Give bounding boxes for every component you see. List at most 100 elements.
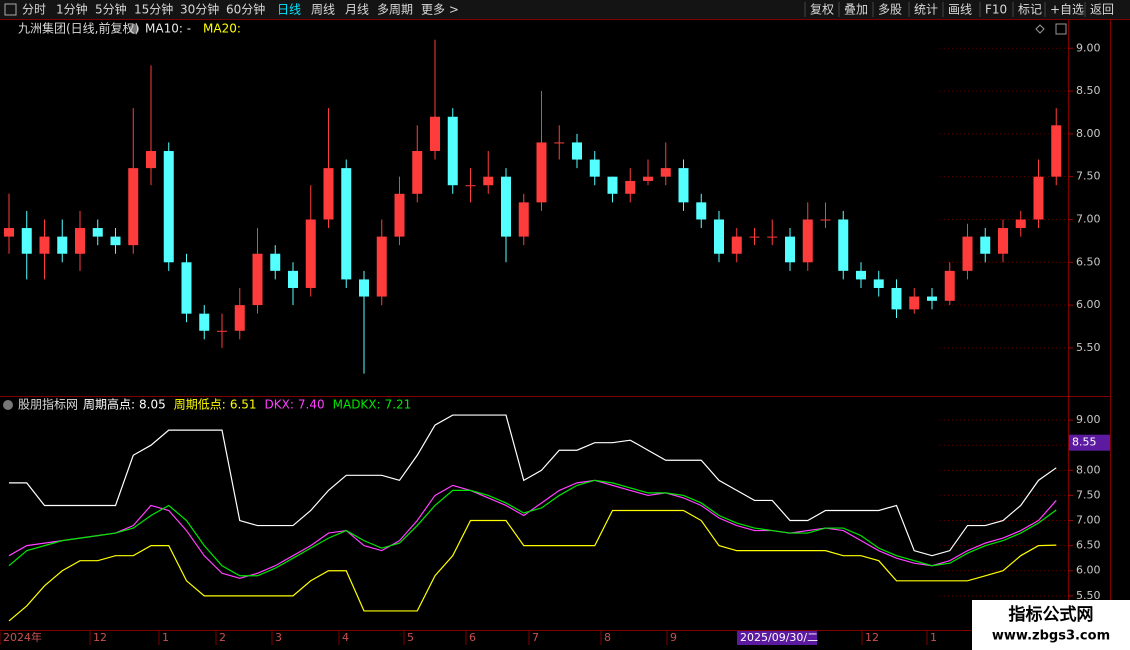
candle-body xyxy=(483,176,494,186)
candle-body xyxy=(767,236,778,238)
toolbar-button[interactable]: 返回 xyxy=(1090,3,1114,17)
indicator-line xyxy=(8,509,1057,622)
candle-body xyxy=(181,262,192,314)
menu-toggle[interactable] xyxy=(3,400,13,410)
legend-name: 周期高点: xyxy=(83,397,135,412)
candle-body xyxy=(820,219,831,221)
toolbar-button[interactable]: 复权 xyxy=(810,3,834,17)
toolbar-tab[interactable]: 15分钟 xyxy=(134,2,173,17)
toolbar-button[interactable]: 多股 xyxy=(878,3,902,17)
toolbar-tab[interactable]: 月线 xyxy=(345,3,369,17)
candle-body xyxy=(163,150,174,263)
toolbar-button[interactable]: F10 xyxy=(985,3,1007,17)
toolbar-tab[interactable]: 1分钟 xyxy=(56,2,88,17)
y-tick-label: 5.50 xyxy=(1076,341,1101,354)
candle-body xyxy=(1015,219,1026,229)
indicator-line xyxy=(8,479,1057,579)
date-label: 1 xyxy=(162,631,169,644)
toolbar-button[interactable]: 统计 xyxy=(914,3,938,17)
candle-body xyxy=(944,270,955,301)
toolbar-button[interactable]: 画线 xyxy=(948,3,972,17)
candle-body xyxy=(625,180,636,194)
y-tick-label: 9.00 xyxy=(1076,41,1101,54)
y-tick-label: 6.50 xyxy=(1076,255,1101,268)
toolbar-button[interactable]: 标记 xyxy=(1018,3,1042,17)
candle-body xyxy=(394,193,405,237)
ma-legend: MA20: xyxy=(203,22,241,36)
diamond-icon[interactable] xyxy=(1035,24,1045,34)
candle-body xyxy=(589,159,600,177)
candle-body xyxy=(536,142,547,203)
candle-body xyxy=(252,253,263,306)
candle-body xyxy=(802,219,813,263)
candle-body xyxy=(927,296,937,301)
candle-body xyxy=(447,116,458,186)
candle-body xyxy=(998,228,1008,254)
legend-name: MADKX: xyxy=(333,398,381,412)
y-tick-label: 5.50 xyxy=(1076,589,1101,602)
candle-body xyxy=(4,228,14,237)
y-tick-label: 6.00 xyxy=(1076,564,1101,577)
candle-body xyxy=(1051,125,1062,177)
cursor-date-box xyxy=(737,631,817,645)
toolbar-tab[interactable]: 30分钟 xyxy=(180,2,219,17)
candle-body xyxy=(678,168,689,203)
candle-body xyxy=(270,253,281,271)
candle-body xyxy=(146,150,156,169)
toolbar-icon[interactable] xyxy=(4,3,17,16)
toolbar xyxy=(0,0,1130,19)
y-tick-label: 7.50 xyxy=(1076,170,1101,183)
candle-body xyxy=(412,150,423,194)
date-label: 1 xyxy=(930,631,937,644)
toolbar-tab[interactable]: 日线 xyxy=(277,3,301,17)
toolbar-tab[interactable]: 周线 xyxy=(311,3,335,17)
candle-body xyxy=(288,270,298,288)
candle-body xyxy=(980,236,991,254)
candle-body xyxy=(873,279,884,288)
cursor-value-box xyxy=(1069,434,1110,451)
candle-body xyxy=(643,176,653,181)
candle-body xyxy=(838,219,849,271)
toolbar-tab[interactable]: 多周期 xyxy=(377,3,413,17)
candle-body xyxy=(962,236,973,271)
y-tick-label: 7.00 xyxy=(1076,212,1101,225)
candle-body xyxy=(199,313,210,331)
panel-icon[interactable] xyxy=(1055,23,1067,35)
y-tick-label: 6.50 xyxy=(1076,539,1101,552)
candle-body xyxy=(21,228,32,254)
candle-body xyxy=(518,202,529,237)
date-label: 6 xyxy=(469,631,476,644)
candle-body xyxy=(217,330,227,332)
date-label: 4 xyxy=(342,631,349,644)
chart-title: 九洲集团(日线,前复权) xyxy=(18,21,139,36)
candle-body xyxy=(1033,176,1044,220)
toolbar-tab[interactable]: 5分钟 xyxy=(95,2,127,17)
candle-body xyxy=(234,305,245,331)
y-tick-label: 8.00 xyxy=(1076,127,1101,140)
y-tick-label: 7.00 xyxy=(1076,514,1101,527)
candle-body xyxy=(856,270,866,280)
candle-body xyxy=(430,116,440,151)
candle-body xyxy=(572,142,582,160)
toolbar-button[interactable]: 叠加 xyxy=(844,3,868,17)
toolbar-tab[interactable]: 60分钟 xyxy=(226,2,265,17)
legend-value: 6.51 xyxy=(230,398,257,412)
date-label: 12 xyxy=(93,631,107,644)
menu-toggle[interactable] xyxy=(129,24,139,34)
candle-body xyxy=(465,185,476,187)
candle-body xyxy=(376,236,387,297)
candle-body xyxy=(501,176,511,237)
candle-body xyxy=(607,176,618,194)
ma-legend: MA10: - xyxy=(145,22,191,36)
candle-body xyxy=(57,236,68,254)
candle-body xyxy=(714,219,724,254)
toolbar-tab[interactable]: 分时 xyxy=(22,3,46,17)
candle-body xyxy=(696,202,707,220)
candle-body xyxy=(75,228,85,254)
candle-body xyxy=(749,236,760,238)
date-label: 8 xyxy=(604,631,611,644)
toolbar-tab[interactable]: 更多 > xyxy=(421,3,459,17)
toolbar-button[interactable]: +自选 xyxy=(1050,3,1084,17)
date-label: 3 xyxy=(275,631,282,644)
y-tick-label: 7.50 xyxy=(1076,488,1101,501)
